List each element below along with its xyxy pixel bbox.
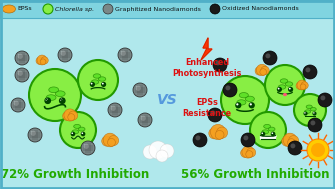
Ellipse shape <box>46 95 56 101</box>
Circle shape <box>133 83 147 97</box>
Circle shape <box>121 51 126 56</box>
Circle shape <box>317 149 325 156</box>
Circle shape <box>103 133 117 147</box>
Circle shape <box>209 128 220 139</box>
Text: 72% Growth Inhibition: 72% Growth Inhibition <box>1 169 149 181</box>
Circle shape <box>37 55 47 65</box>
Circle shape <box>18 70 23 76</box>
Polygon shape <box>261 136 275 139</box>
Circle shape <box>261 132 265 136</box>
Circle shape <box>60 112 96 148</box>
Circle shape <box>256 64 268 76</box>
Circle shape <box>59 97 66 104</box>
Ellipse shape <box>283 93 287 96</box>
Text: EPSs
Resistance: EPSs Resistance <box>183 98 231 118</box>
Circle shape <box>304 112 306 114</box>
Circle shape <box>301 82 308 89</box>
Circle shape <box>272 132 273 134</box>
Circle shape <box>210 110 215 115</box>
Circle shape <box>311 143 325 157</box>
Circle shape <box>30 131 36 136</box>
Text: Oxidized Nanodiamonds: Oxidized Nanodiamonds <box>222 6 299 12</box>
Circle shape <box>18 54 23 59</box>
Circle shape <box>208 108 222 122</box>
Circle shape <box>84 144 89 149</box>
Circle shape <box>250 112 286 148</box>
Circle shape <box>236 103 239 105</box>
Text: EPSs: EPSs <box>17 6 31 12</box>
Circle shape <box>306 67 310 72</box>
Circle shape <box>283 133 297 147</box>
Circle shape <box>108 103 122 117</box>
Circle shape <box>90 82 95 87</box>
Circle shape <box>321 95 325 100</box>
Circle shape <box>241 133 255 147</box>
Circle shape <box>101 82 106 87</box>
Circle shape <box>41 57 48 64</box>
Circle shape <box>43 4 53 14</box>
Circle shape <box>287 139 295 147</box>
Circle shape <box>138 113 152 127</box>
Circle shape <box>36 57 43 64</box>
Circle shape <box>246 151 253 158</box>
Circle shape <box>103 4 113 14</box>
Circle shape <box>15 51 29 65</box>
Ellipse shape <box>91 80 99 84</box>
Ellipse shape <box>2 5 15 13</box>
Circle shape <box>210 4 220 14</box>
Circle shape <box>290 143 295 148</box>
Circle shape <box>313 112 315 114</box>
Ellipse shape <box>285 82 293 86</box>
Circle shape <box>288 87 293 92</box>
Circle shape <box>143 145 157 159</box>
Circle shape <box>111 106 116 111</box>
Circle shape <box>312 149 319 157</box>
Circle shape <box>78 60 118 100</box>
Circle shape <box>288 136 298 146</box>
FancyBboxPatch shape <box>0 0 335 18</box>
Circle shape <box>223 83 237 97</box>
Circle shape <box>242 146 254 158</box>
Circle shape <box>141 116 146 121</box>
Circle shape <box>241 149 250 157</box>
Circle shape <box>216 127 227 138</box>
Ellipse shape <box>55 91 65 97</box>
Circle shape <box>303 65 317 79</box>
Circle shape <box>263 51 277 65</box>
Text: VS: VS <box>157 93 177 107</box>
Circle shape <box>282 136 292 146</box>
Circle shape <box>221 76 269 124</box>
Circle shape <box>68 114 75 121</box>
Circle shape <box>255 67 264 75</box>
Circle shape <box>28 128 42 142</box>
Circle shape <box>289 88 291 90</box>
Circle shape <box>102 136 112 146</box>
Circle shape <box>102 83 104 84</box>
Circle shape <box>29 69 81 121</box>
Circle shape <box>296 82 303 89</box>
Ellipse shape <box>305 110 311 113</box>
Ellipse shape <box>280 79 288 83</box>
Circle shape <box>71 132 75 136</box>
Circle shape <box>294 94 326 126</box>
Circle shape <box>40 59 46 65</box>
Circle shape <box>109 136 119 146</box>
Ellipse shape <box>278 85 286 89</box>
Circle shape <box>247 148 256 157</box>
Circle shape <box>81 132 85 136</box>
Circle shape <box>108 139 115 146</box>
Circle shape <box>265 65 305 105</box>
Ellipse shape <box>78 127 85 131</box>
Circle shape <box>136 86 141 91</box>
Ellipse shape <box>310 107 316 111</box>
Circle shape <box>195 136 200 140</box>
Circle shape <box>64 109 76 121</box>
Circle shape <box>316 151 322 157</box>
Circle shape <box>149 141 167 159</box>
Circle shape <box>160 144 174 158</box>
Text: Graphitized Nanodiamonds: Graphitized Nanodiamonds <box>115 6 201 12</box>
Circle shape <box>81 141 95 155</box>
Circle shape <box>11 98 25 112</box>
Circle shape <box>215 60 220 65</box>
